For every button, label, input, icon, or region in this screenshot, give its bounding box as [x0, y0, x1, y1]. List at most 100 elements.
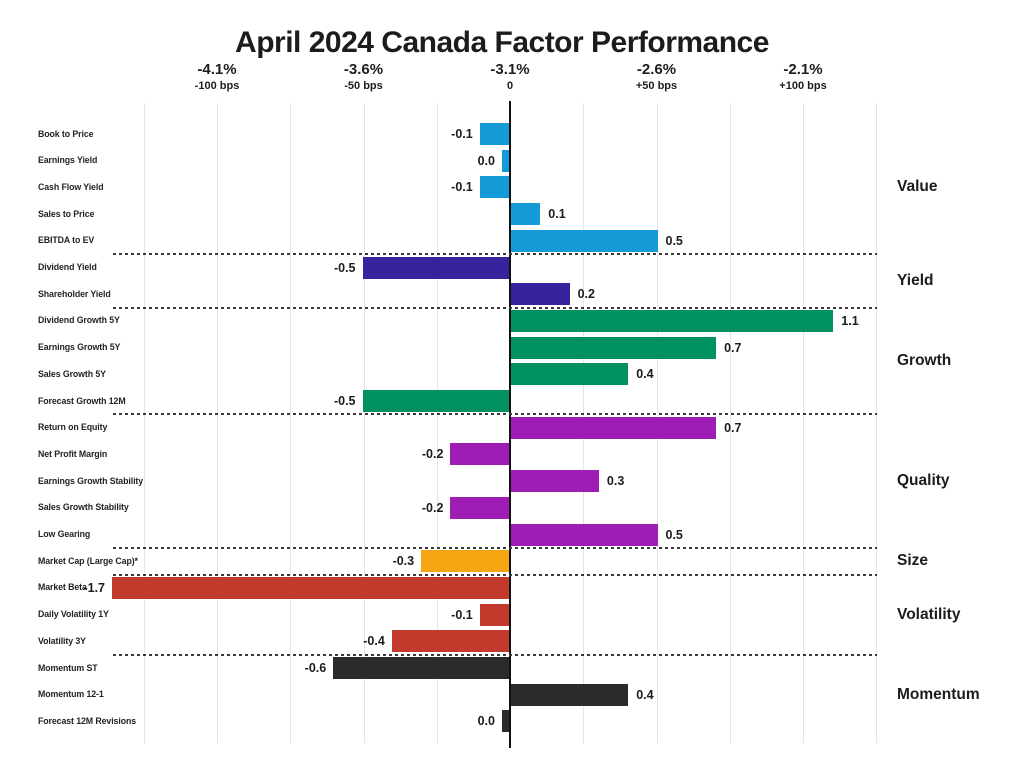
- factor-bar: [450, 496, 509, 519]
- factor-label: Cash Flow Yield: [38, 181, 104, 192]
- group-label-yield: Yield: [897, 271, 934, 289]
- gridline: [143, 103, 145, 743]
- factor-bar: [362, 390, 509, 413]
- gridline: [290, 103, 292, 743]
- factor-label: Sales to Price: [38, 208, 95, 219]
- bar-value-label: 0.0: [477, 714, 495, 729]
- factor-label: Volatility 3Y: [38, 635, 86, 646]
- gridline: [803, 103, 804, 743]
- bar-value-label: 0.2: [577, 287, 595, 302]
- x-axis-tick: -2.6% +50 bps: [636, 62, 677, 94]
- factor-bar: [502, 710, 509, 733]
- bar-value-label: 0.5: [665, 233, 683, 248]
- factor-bar: [391, 630, 509, 653]
- factor-label: Low Gearing: [38, 529, 91, 540]
- factor-bar: [511, 283, 570, 306]
- bar-value-label: -0.1: [451, 127, 473, 142]
- factor-bar: [511, 309, 834, 332]
- group-label-volatility: Volatility: [897, 605, 961, 623]
- chart-title: April 2024 Canada Factor Performance: [235, 26, 769, 59]
- bar-value-label: -0.5: [333, 260, 356, 275]
- factor-bar: [362, 256, 509, 279]
- factor-bar: [511, 416, 717, 439]
- bar-value-label: -1.7: [83, 580, 105, 595]
- bar-value-label: 0.5: [665, 527, 683, 542]
- factor-bar: [479, 603, 509, 626]
- bar-value-label: -0.4: [363, 634, 385, 649]
- tick-percent-label: -2.6%: [636, 61, 677, 78]
- group-label-size: Size: [897, 552, 929, 570]
- factor-label: Forecast 12M Revisions: [38, 715, 137, 726]
- factor-label: Dividend Yield: [38, 262, 97, 273]
- factor-bar: [511, 683, 629, 706]
- factor-label: Sales Growth 5Y: [38, 368, 106, 379]
- factor-bar: [511, 363, 629, 386]
- factor-bar: [511, 336, 717, 359]
- group-label-value: Value: [897, 178, 938, 196]
- zero-axis-line: [509, 101, 511, 748]
- tick-percent-label: -3.6%: [343, 61, 384, 78]
- factor-label: Daily Volatility 1Y: [38, 609, 109, 620]
- tick-percent-label: -3.1%: [490, 61, 530, 78]
- group-label-growth: Growth: [897, 352, 952, 369]
- group-separator: [113, 253, 877, 256]
- factor-label: Book to Price: [38, 128, 94, 139]
- tick-percent-label: -4.1%: [197, 61, 237, 78]
- bar-value-label: 0.0: [477, 153, 495, 168]
- group-separator: [113, 573, 877, 576]
- bar-value-label: -0.6: [304, 661, 327, 676]
- tick-bps-label: 0: [506, 80, 514, 92]
- gridline: [876, 103, 878, 743]
- factor-bar: [479, 176, 509, 199]
- group-separator: [113, 306, 877, 309]
- bar-value-label: 0.7: [724, 340, 742, 355]
- factor-bar: [450, 443, 509, 466]
- bar-value-label: 0.1: [548, 207, 566, 222]
- factor-label: Earnings Yield: [38, 155, 98, 166]
- group-separator: [113, 653, 877, 656]
- factor-label: Earnings Growth 5Y: [38, 342, 121, 353]
- factor-label: Market Cap (Large Cap)*: [38, 555, 138, 566]
- x-axis-tick: -4.1% -100 bps: [195, 62, 240, 94]
- factor-label: Forecast Growth 12M: [38, 395, 126, 406]
- factor-label: Sales Growth Stability: [38, 502, 129, 513]
- factor-bar: [511, 203, 541, 226]
- bar-value-label: 0.4: [636, 367, 654, 382]
- bar-value-label: -0.5: [333, 394, 356, 409]
- factor-bar: [511, 523, 658, 546]
- bar-value-label: -0.3: [392, 554, 415, 569]
- gridline: [436, 103, 438, 743]
- group-label-momentum: Momentum: [897, 685, 980, 703]
- factor-bar: [112, 576, 509, 599]
- gridline: [363, 103, 365, 743]
- plot-area: -0.1 0.0 -0.1 0.1 0.5 -0.5 0.2 1.1 0.7 0.4 -0.5 0.7…: [83, 101, 885, 748]
- factor-bar: [511, 229, 658, 252]
- group-separator: [113, 546, 877, 549]
- tick-bps-label: -50 bps: [344, 80, 383, 92]
- tick-bps-label: +50 bps: [635, 80, 678, 92]
- factor-label: Shareholder Yield: [38, 288, 111, 299]
- factor-label: EBITDA to EV: [38, 235, 95, 246]
- bar-value-label: -0.2: [421, 500, 444, 515]
- bar-value-label: 1.1: [841, 313, 859, 328]
- x-axis-tick: -2.1% +100 bps: [779, 62, 826, 94]
- factor-label: Dividend Growth 5Y: [38, 315, 120, 326]
- gridline: [729, 103, 731, 743]
- gridline: [217, 103, 218, 743]
- factor-bar: [333, 657, 509, 680]
- factor-label: Momentum 12-1: [38, 689, 104, 700]
- factor-bar: [511, 470, 599, 493]
- factor-label: Momentum ST: [38, 662, 98, 673]
- x-axis-tick: -3.6% -50 bps: [344, 62, 383, 94]
- factor-label: Earnings Growth Stability: [38, 475, 144, 486]
- group-label-quality: Quality: [897, 472, 950, 490]
- factor-label: Market Beta: [38, 582, 87, 593]
- group-separator: [113, 413, 877, 416]
- bar-value-label: 0.7: [724, 420, 742, 435]
- tick-bps-label: -100 bps: [194, 80, 240, 92]
- bar-value-label: 0.4: [636, 687, 654, 702]
- bar-value-label: 0.3: [606, 474, 625, 489]
- bar-value-label: -0.1: [451, 607, 473, 622]
- factor-bar: [421, 550, 509, 573]
